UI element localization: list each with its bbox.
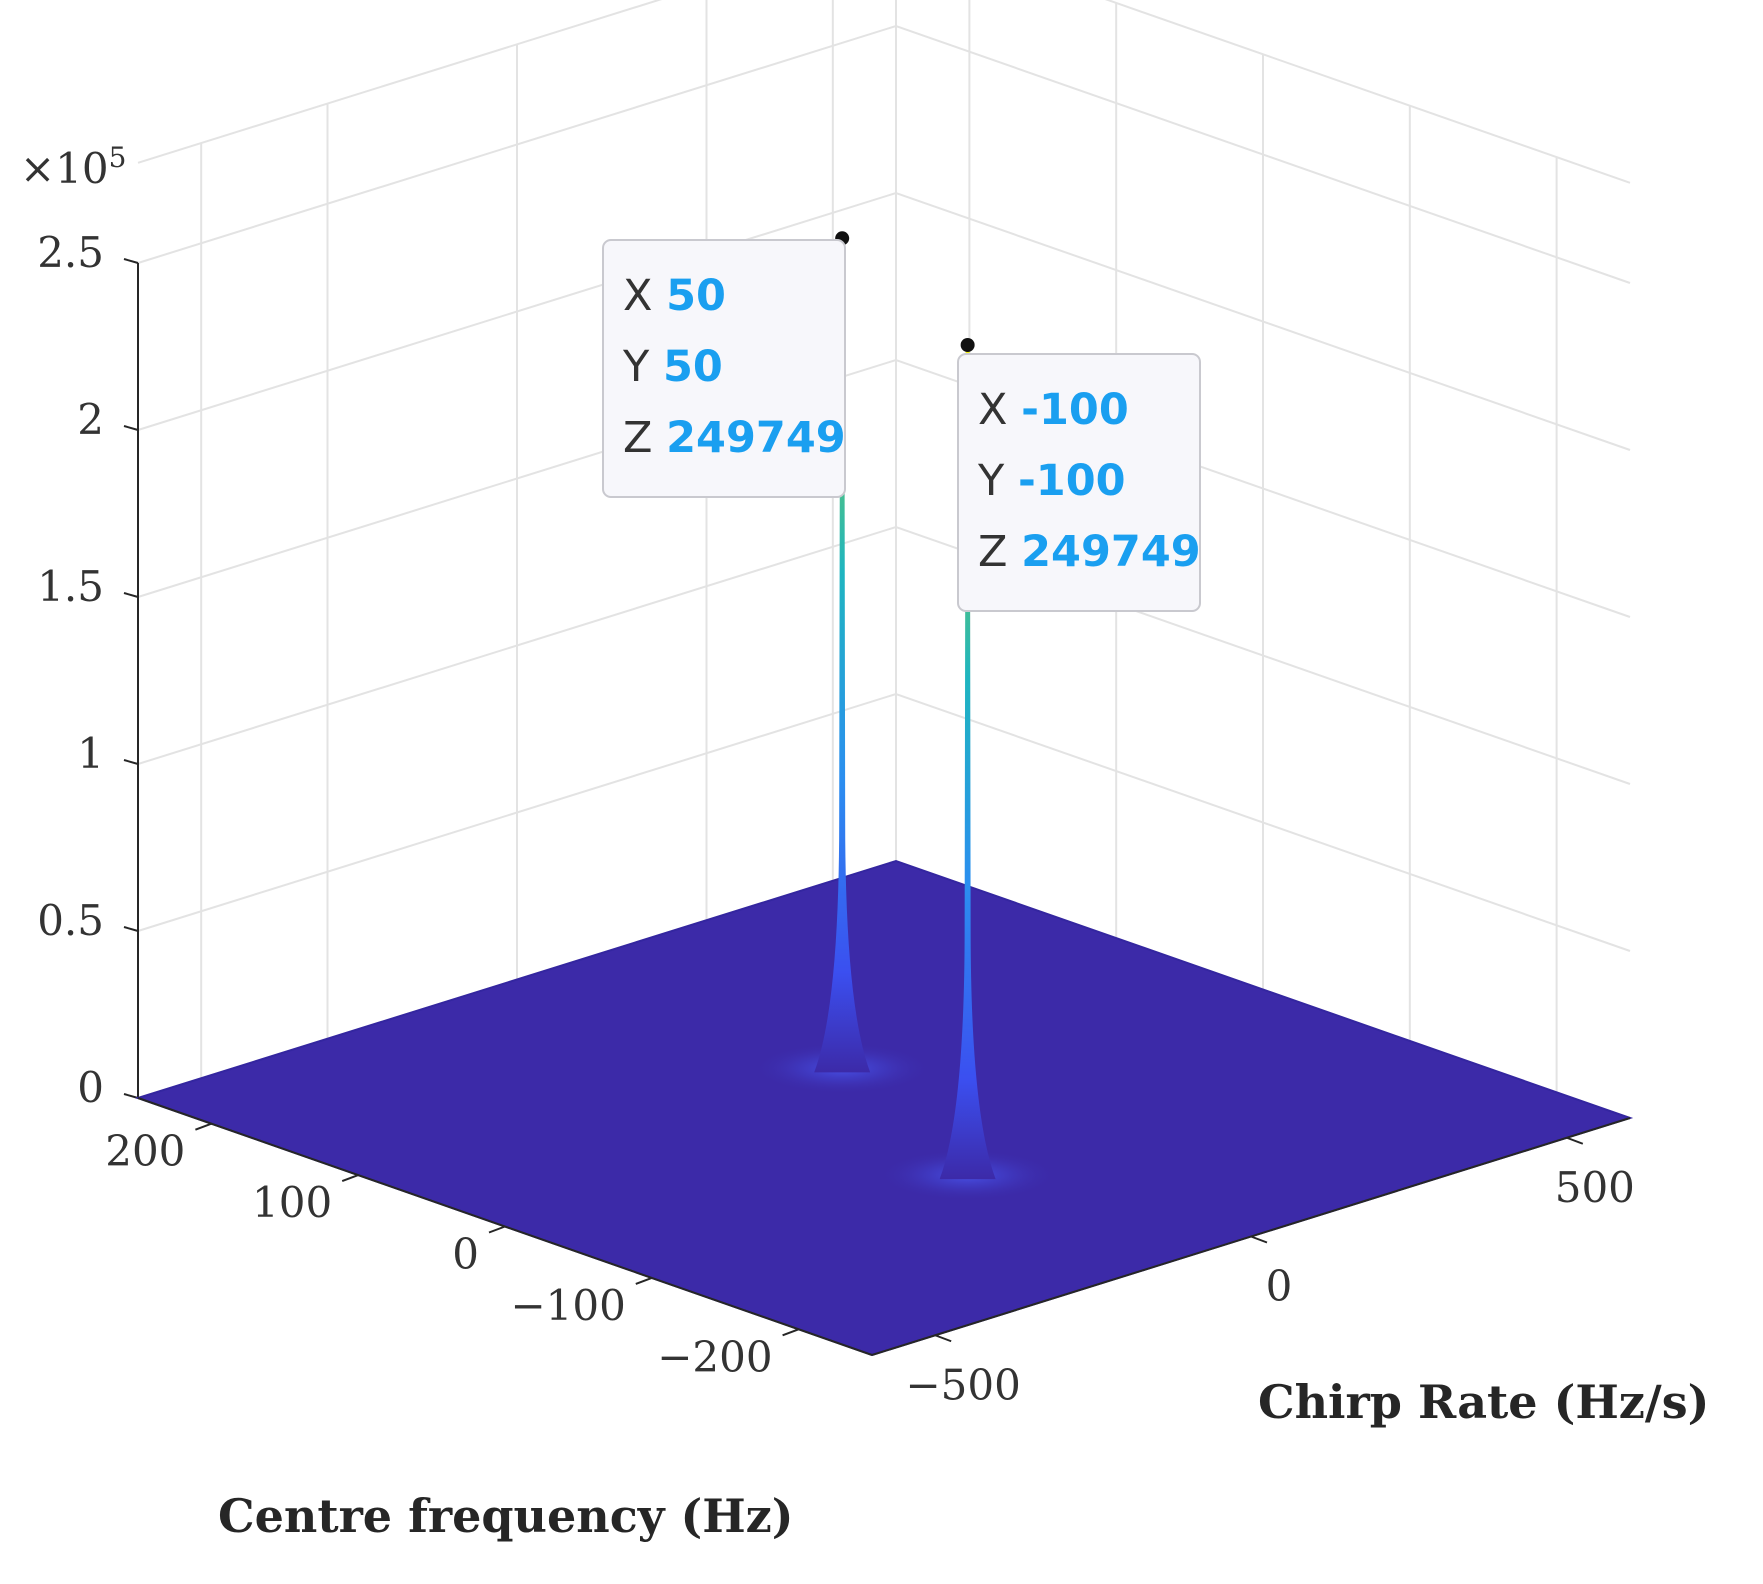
x-tick-mark: [782, 1328, 799, 1337]
datatip-row: Y -100: [977, 456, 1126, 506]
x-tick-mark: [635, 1276, 653, 1285]
peak-spike: [814, 238, 871, 1073]
datatip-background: [602, 239, 846, 498]
y-tick-mark: [1250, 1235, 1268, 1244]
y-axis: −500 0 500: [871, 1117, 1635, 1409]
y-tick-label: −500: [905, 1360, 1020, 1409]
z-tick-mark: [123, 592, 139, 598]
datatip-value: -100: [1021, 385, 1129, 435]
datatip-value: 50: [663, 342, 723, 392]
z-tick-label: 0.5: [37, 896, 104, 945]
datatip-row: Z 249749: [978, 527, 1201, 577]
y-tick-mark: [1566, 1136, 1584, 1145]
z-grid-line: [137, 525, 1631, 785]
datatip-row: X -100: [978, 385, 1129, 435]
datatip-key: Z: [978, 527, 1021, 577]
x-tick-label: 100: [252, 1178, 332, 1227]
datatip-value: 249749: [1021, 527, 1201, 577]
datatip-value: 249749: [666, 413, 846, 463]
datatip-row: Y 50: [622, 342, 723, 392]
datatip-marker: [960, 337, 975, 352]
z-grid-line: [137, 24, 1631, 284]
z-tick-label: 2.5: [37, 228, 104, 277]
z-grid-line: [137, 191, 1631, 451]
z-tick-label: 0: [77, 1063, 104, 1112]
x-tick-mark: [341, 1174, 359, 1183]
x-tick-label: −200: [657, 1332, 772, 1381]
z-tick-label: 1.5: [37, 562, 104, 611]
z-tick-mark: [123, 759, 139, 765]
z-tick-mark: [123, 258, 139, 264]
datatip-key: X: [978, 385, 1021, 435]
datatip-box: X 50Y 50Z 249749: [602, 239, 846, 498]
y-axis-label: Chirp Rate (Hz/s): [1258, 1375, 1709, 1429]
top-grid-line: [137, 0, 1631, 184]
datatip-row: Z 249749: [623, 413, 846, 463]
y-tick-label: 0: [1266, 1262, 1293, 1311]
x-tick-label: −100: [510, 1281, 625, 1330]
z-axis: 0 0.5 1 1.5 2 2.5: [37, 228, 139, 1112]
y-tick-label: 500: [1555, 1163, 1635, 1212]
datatip-value: -100: [1018, 456, 1126, 506]
datatip-key: Z: [623, 413, 666, 463]
z-tick-mark: [123, 1093, 139, 1099]
datatip-key: Y: [977, 456, 1018, 506]
datatip-value: 50: [666, 271, 726, 321]
y-tick-mark: [934, 1334, 952, 1343]
surface-peaks: [752, 231, 1058, 1202]
datatip-key: X: [623, 271, 666, 321]
z-tick-label: 2: [77, 395, 104, 444]
datatip-key: Y: [622, 342, 663, 392]
x-axis: 200 100 0 −100 −200: [105, 1097, 873, 1381]
x-axis-label: Centre frequency (Hz): [218, 1489, 794, 1543]
peak-spike: [939, 344, 996, 1180]
x-tick-mark: [195, 1122, 212, 1131]
z-tick-mark: [123, 926, 139, 932]
z-tick-label: 1: [77, 729, 104, 778]
datatip-background: [957, 353, 1201, 612]
z-tick-mark: [123, 425, 139, 431]
datatip-row: X 50: [623, 271, 726, 321]
x-tick-mark: [488, 1225, 506, 1234]
z-grid-line: [137, 692, 1631, 952]
z-grid-line: [137, 358, 1631, 618]
x-tick-label: 200: [105, 1127, 185, 1176]
z-exponent-label: ×105: [20, 141, 126, 193]
x-tick-label: 0: [452, 1230, 479, 1279]
